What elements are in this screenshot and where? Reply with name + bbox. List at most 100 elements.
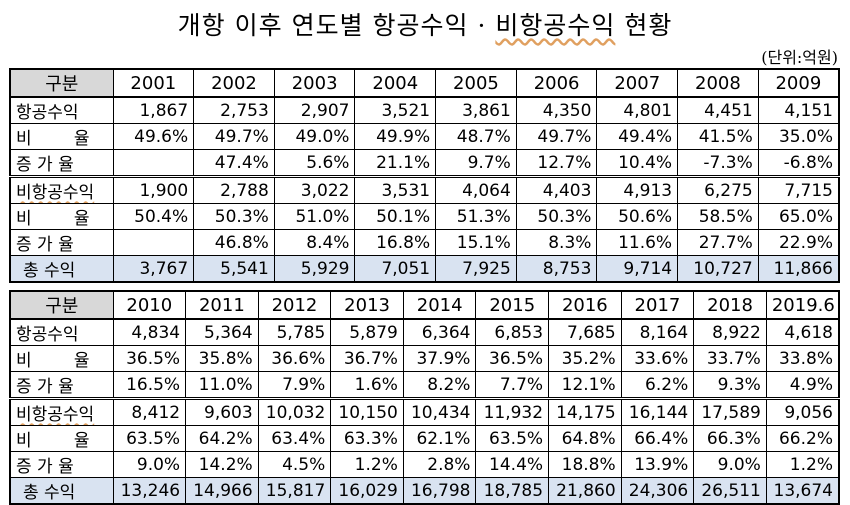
table-cell: 8.3% (515, 229, 598, 256)
table-cell: 14,175 (548, 397, 622, 426)
table-cell: 11,866 (757, 255, 840, 283)
table-cell: 3,022 (273, 175, 356, 204)
ratio-label-part: 비 (16, 209, 32, 229)
year-header: 2007 (596, 68, 679, 98)
table-cell: 4.9% (765, 371, 840, 399)
table-cell: 7,051 (354, 255, 437, 283)
table-cell: 4,801 (596, 96, 679, 124)
revenue-table-2010-2019: 구분 2010 2011 2012 2013 2014 2015 2016 2017 2018 20… (9, 290, 840, 505)
table-cell: -7.3% (677, 149, 759, 177)
table-cell: 63.3% (330, 425, 404, 452)
table-cell: 1.2% (765, 451, 840, 478)
row-label: 증 가 율 (9, 451, 114, 478)
table-cell: 36.6% (257, 345, 332, 372)
table-cell: 4,350 (515, 96, 598, 124)
ratio-label-part: 율 (73, 431, 90, 451)
year-header: 2014 (402, 290, 477, 320)
table-cell: 1.2% (330, 451, 404, 478)
table-cell: 5,879 (330, 318, 404, 346)
table-cell: 33.8% (765, 345, 840, 372)
table-cell: 58.5% (677, 203, 759, 230)
header-row: 구분 2001 2002 2003 2004 2005 2006 2007 2008 2009 (9, 68, 840, 98)
nonaero-revenue-row: 비항공수익 8,412 9,603 10,032 10,150 10,434 11,932 1… (9, 397, 840, 426)
table-cell: 4,913 (596, 175, 679, 204)
table-cell: 3,861 (435, 96, 517, 124)
year-header: 2006 (515, 68, 598, 98)
table-cell: -6.8% (757, 149, 840, 177)
table-cell: 36.5% (475, 345, 550, 372)
ratio-label-part: 율 (73, 209, 90, 229)
table-cell: 10,727 (677, 255, 759, 283)
table-cell: 10,150 (330, 397, 404, 426)
revenue-table-2001-2009: 구분 2001 2002 2003 2004 2005 2006 2007 2008 2009 항공… (9, 68, 840, 283)
row-label: 총 수익 (9, 255, 114, 283)
table-cell: 1.6% (330, 371, 404, 399)
title-main: 개항 이후 연도별 항공수익 · (177, 11, 496, 40)
table-cell: 3,767 (112, 255, 195, 283)
aero-ratio-row: 비 율 49.6% 49.7% 49.0% 49.9% 48.7% 49.7% 49.4% 41.… (9, 123, 840, 150)
table-cell: 51.0% (273, 203, 356, 230)
unit-note: (단위:억원) (761, 48, 838, 67)
table-cell: 65.0% (757, 203, 840, 230)
aero-revenue-row: 항공수익 1,867 2,753 2,907 3,521 3,861 4,350 4,801 4… (9, 96, 840, 124)
table-cell: 11,932 (475, 397, 550, 426)
table-cell: 16.5% (112, 371, 187, 399)
year-header: 2010 (112, 290, 187, 320)
table-cell: 12.7% (515, 149, 598, 177)
year-header: 2016 (548, 290, 622, 320)
year-header: 2015 (475, 290, 550, 320)
table-cell: 4,151 (757, 96, 840, 124)
nonaero-growth-row: 증 가 율 9.0% 14.2% 4.5% 1.2% 2.8% 14.4% 18.8% 13.9… (9, 451, 840, 478)
year-header: 2009 (757, 68, 840, 98)
ratio-label-part: 비 (16, 351, 32, 371)
year-header: 2005 (435, 68, 517, 98)
table-cell: 18.8% (548, 451, 622, 478)
row-label: 비항공수익 (9, 397, 114, 426)
table-cell: 9.0% (112, 451, 187, 478)
table-cell: 66.2% (765, 425, 840, 452)
aero-revenue-row: 항공수익 4,834 5,364 5,785 5,879 6,364 6,853 7,685 8… (9, 318, 840, 346)
table-cell: 48.7% (435, 123, 517, 150)
header-label: 구분 (9, 290, 114, 320)
ratio-label-part: 율 (73, 351, 90, 371)
ratio-label-part: 비 (16, 129, 32, 149)
table-cell: 9,056 (765, 397, 840, 426)
table-cell: 27.7% (677, 229, 759, 256)
year-header: 2008 (677, 68, 759, 98)
table-cell: 35.8% (185, 345, 259, 372)
year-header: 2001 (112, 68, 195, 98)
header-row: 구분 2010 2011 2012 2013 2014 2015 2016 2017 2018 20… (9, 290, 840, 320)
table-cell: 10,032 (257, 397, 332, 426)
aero-ratio-row: 비 율 36.5% 35.8% 36.6% 36.7% 37.9% 36.5% 35.2% 33.… (9, 345, 840, 372)
ratio-label-part: 율 (73, 129, 90, 149)
table-cell: 8,164 (620, 318, 695, 346)
table-cell: 51.3% (435, 203, 517, 230)
table-cell (112, 149, 195, 177)
table-cell: 6,853 (475, 318, 550, 346)
table-cell: 3,531 (354, 175, 437, 204)
table-cell: 50.1% (354, 203, 437, 230)
row-label-text: 비항공수익 (16, 405, 95, 425)
table-cell: 21.1% (354, 149, 437, 177)
table-cell: 1,900 (112, 175, 195, 204)
table-cell: 16,144 (620, 397, 695, 426)
nonaero-ratio-row: 비 율 50.4% 50.3% 51.0% 50.1% 51.3% 50.3% 50.6% 58.… (9, 203, 840, 230)
table-cell: 2,907 (273, 96, 356, 124)
table-cell: 9.7% (435, 149, 517, 177)
table-cell: 9,714 (596, 255, 679, 283)
table-cell: 63.4% (257, 425, 332, 452)
table-cell: 8,922 (693, 318, 767, 346)
table-cell: 49.6% (112, 123, 195, 150)
table-cell: 6.2% (620, 371, 695, 399)
year-header: 2013 (330, 290, 404, 320)
table-cell: 16,798 (402, 477, 477, 505)
table-cell: 36.5% (112, 345, 187, 372)
ratio-label-part: 비 (16, 431, 32, 451)
year-header: 2004 (354, 68, 437, 98)
table-cell: 7,685 (548, 318, 622, 346)
year-header: 2003 (273, 68, 356, 98)
aero-growth-row: 증 가 율 47.4% 5.6% 21.1% 9.7% 12.7% 10.4% -7.3% -6… (9, 149, 840, 177)
table-cell: 50.6% (596, 203, 679, 230)
table-cell: 4,064 (435, 175, 517, 204)
